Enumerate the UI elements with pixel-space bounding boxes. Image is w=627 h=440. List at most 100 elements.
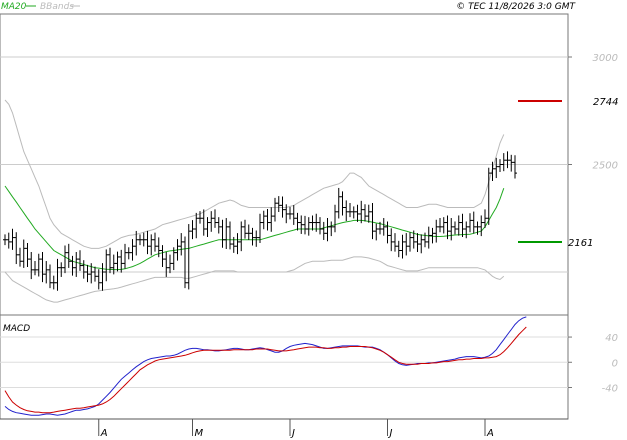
ohlc-bar: [33, 261, 37, 276]
ohlc-bar: [306, 217, 311, 236]
ohlc-bar: [100, 263, 105, 291]
ohlc-bar: [348, 202, 352, 218]
ohlc-bar: [89, 263, 94, 284]
ohlc-bar: [246, 224, 251, 240]
ohlc-bar: [179, 233, 184, 256]
ohlc-bar: [10, 228, 15, 250]
ohlc-bar: [130, 239, 135, 261]
ohlc-bar: [501, 153, 506, 172]
ohlc-bar: [243, 219, 247, 239]
ohlc-bar: [164, 252, 169, 277]
ohlc-bar: [408, 232, 412, 252]
ohlc-bar: [63, 245, 67, 274]
ohlc-bar: [220, 219, 225, 248]
ohlc-bar: [258, 213, 262, 243]
macd-title: MACD: [3, 324, 30, 334]
ohlc-bar: [235, 233, 240, 255]
ohlc-bar: [273, 197, 277, 222]
ohlc-bar: [48, 264, 52, 289]
ohlc-bar: [310, 215, 315, 231]
ohlc-bar: [400, 234, 405, 259]
ohlc-bar: [426, 226, 431, 249]
ohlc-bar: [261, 210, 266, 230]
ohlc-bar: [194, 212, 199, 239]
ohlc-bar: [299, 215, 304, 234]
ohlc-bar: [280, 196, 285, 218]
ohlc-bar: [93, 266, 97, 282]
support-label: 2161: [568, 238, 593, 249]
ohlc-bar: [250, 227, 255, 246]
month-label: J: [290, 428, 295, 439]
month-label: A: [100, 428, 108, 439]
ohlc-bar: [385, 221, 390, 244]
macd-tick-label: 40: [605, 333, 618, 344]
ohlc-bar: [186, 224, 191, 290]
ohlc-bar: [6, 232, 11, 249]
ohlc-bar: [85, 264, 90, 283]
ohlc-bar: [509, 154, 514, 172]
ohlc-bar: [438, 218, 442, 233]
legend-ma20-label: MA20: [1, 2, 27, 12]
ohlc-bar: [81, 260, 86, 279]
ohlc-bar: [453, 221, 457, 235]
ohlc-bar: [374, 223, 379, 241]
ohlc-bar: [460, 213, 465, 237]
ohlc-bar: [359, 200, 364, 224]
ohlc-bar: [216, 217, 221, 234]
ohlc-bar: [486, 167, 491, 225]
bband-lower-line: [4, 256, 505, 303]
resistance-label: 2744: [593, 97, 618, 108]
ohlc-bar: [396, 240, 401, 258]
month-label: A: [486, 428, 494, 439]
ohlc-bar: [441, 217, 446, 234]
ohlc-bar: [228, 221, 232, 250]
ohlc-bar: [498, 159, 502, 173]
ohlc-bar: [175, 239, 180, 261]
ohlc-bar: [479, 215, 484, 237]
ohlc-bar: [29, 252, 34, 280]
copyright-text: © TEC 11/8/2026 3:0 GMT: [456, 2, 576, 12]
ohlc-bar: [254, 230, 259, 247]
ohlc-bar: [145, 230, 150, 255]
ohlc-bar: [149, 234, 154, 256]
ohlc-bar: [198, 211, 202, 224]
ohlc-bar: [18, 247, 22, 267]
ohlc-bar: [471, 211, 476, 234]
ohlc-bar: [411, 230, 416, 249]
ohlc-bar: [333, 204, 337, 233]
ohlc-bar: [505, 151, 510, 169]
price-tick-label: 2500: [593, 161, 618, 172]
ohlc-bar: [366, 204, 371, 223]
ohlc-bar: [78, 250, 82, 271]
ohlc-bar: [160, 245, 165, 268]
ma20-polyline: [4, 185, 505, 271]
ohlc-bar: [445, 215, 450, 240]
ohlc-bar: [430, 227, 435, 244]
ohlc-bar: [66, 243, 71, 268]
ohlc-bar: [205, 217, 210, 237]
ohlc-bar: [288, 206, 292, 220]
price-tick-label: 3000: [593, 53, 618, 64]
ohlc-bar: [44, 261, 49, 284]
ohlc-bar: [141, 232, 146, 247]
ohlc-bar: [393, 233, 397, 252]
ohlc-bar: [265, 209, 270, 231]
ohlc-bar: [40, 252, 45, 283]
ohlc-bar: [303, 215, 307, 235]
ohlc-bar: [513, 155, 517, 179]
ohlc-bar: [138, 234, 142, 246]
ohlc-bar: [104, 249, 109, 282]
ohlc-bar: [213, 209, 217, 228]
macd-panel-frame: [0, 314, 569, 420]
ohlc-bar: [276, 196, 281, 213]
ohlc-bar: [494, 157, 499, 179]
ohlc-bar: [190, 220, 195, 240]
ohlc-bar: [51, 275, 56, 290]
macd-grid: [0, 336, 568, 388]
ohlc-bar: [490, 161, 495, 182]
ohlc-bar: [123, 243, 127, 269]
ohlc-bar: [21, 239, 26, 268]
ohlc-bar: [171, 247, 176, 271]
ohlc-bar: [115, 251, 120, 272]
